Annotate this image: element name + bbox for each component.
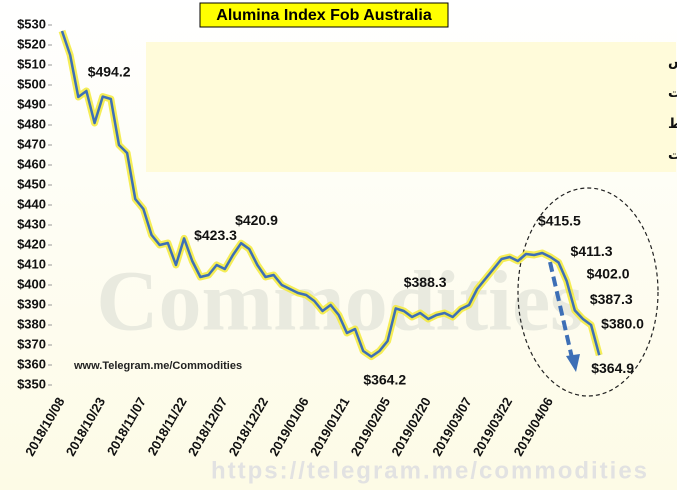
y-tick-label: $530 [17,16,46,31]
y-tick-label: $400 [17,276,46,291]
chart-title: Alumina Index Fob Australia [216,7,432,24]
y-tick-label: $520 [17,36,46,51]
y-tick-label: $480 [17,116,46,131]
source: www.Telegram.me/Commodities [73,360,242,372]
y-tick-label: $440 [17,196,46,211]
y-tick-label: $410 [17,256,46,271]
note-line: شرکت گلوبال آلومینیم دبی شروع شده که عام… [668,146,677,163]
note-line: قیمت آلومینا در بازارهای جهانی در روز سه… [668,53,677,70]
y-tick-label: $470 [17,136,46,151]
y-tick-label: $460 [17,156,46,171]
value-label: $411.3 [571,243,613,259]
note-line: خالی آلونورت برزیل به ظرفت ۳ میلیون در س… [668,115,677,132]
title-box [199,2,449,28]
value-label: $388.3 [404,274,447,290]
y-tick-label: $510 [17,56,46,71]
y-tick-label: $450 [17,176,46,191]
watermark: Commodities [96,253,583,349]
value-label: $380.0 [601,316,644,332]
y-tick-label: $360 [17,356,46,371]
highlight-ellipse [517,187,659,397]
value-label: $402.0 [587,266,630,282]
value-label: $387.3 [590,291,633,307]
note-line: یافت کخ مربوط به چراغ سبز دادگاه برزیل ب… [668,84,677,101]
y-tick-label: $490 [17,96,46,111]
y-tick-label: $500 [17,76,46,91]
arrow-head [566,354,580,372]
y-tick-label: $380 [17,316,46,331]
value-label: $364.2 [363,371,406,387]
trend-arrow [548,261,574,359]
y-tick-label: $370 [17,336,46,351]
watermark-url: https://telegram.me/commodities [211,457,649,484]
value-label: $420.9 [235,212,278,228]
y-tick-label: $430 [17,216,46,231]
value-label: $423.3 [194,227,237,243]
y-tick-label: $420 [17,236,46,251]
note-box [146,42,676,172]
value-label: $494.2 [88,63,131,79]
y-tick-label: $350 [17,376,46,391]
notes: قیمت آلومینا در بازارهای جهانی در روز سه… [668,53,677,163]
line [60,30,601,358]
value-label: $364.9 [591,360,634,376]
y-tick-label: $390 [17,296,46,311]
value-label: $415.5 [538,213,581,229]
